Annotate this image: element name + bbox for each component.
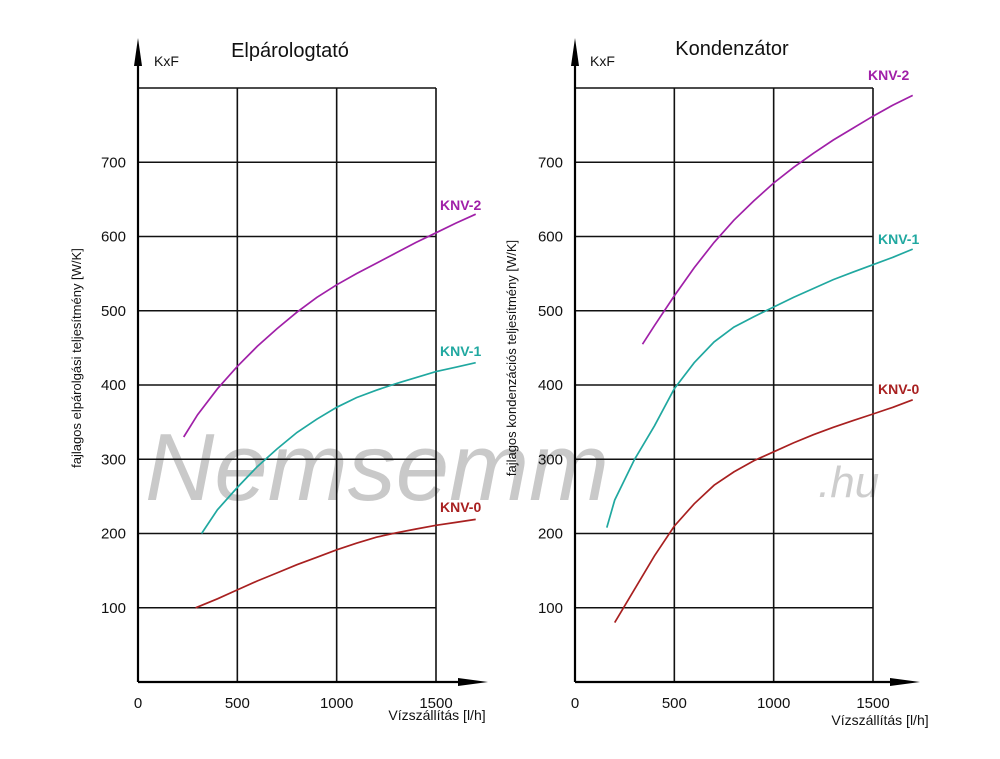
x-axis-arrow — [458, 678, 488, 686]
y-tick-label: 700 — [101, 154, 126, 171]
x-axis-label: Vízszállítás [l/h] — [388, 707, 485, 723]
x-tick-label: 1000 — [757, 695, 790, 712]
y-tick-label: 100 — [538, 600, 563, 617]
series-line-knv-0 — [613, 399, 914, 624]
y-tick-label: 600 — [101, 229, 126, 246]
series-line-knv-2 — [182, 213, 477, 438]
x-tick-label: 1000 — [320, 695, 353, 712]
x-axis-label: Vízszállítás [l/h] — [831, 712, 928, 728]
y-tick-label: 100 — [101, 600, 126, 617]
series-line-knv-2 — [641, 94, 914, 345]
y-axis-label: fajlagos kondenzációs teljesítmény [W/K] — [504, 240, 519, 476]
y-axis-arrow — [571, 38, 579, 66]
y-unit-label: KxF — [590, 53, 615, 69]
series-line-knv-1 — [605, 248, 914, 528]
y-tick-label: 400 — [538, 377, 563, 394]
x-tick-label: 1500 — [856, 695, 889, 712]
x-tick-label: 500 — [225, 695, 250, 712]
series-label-knv-1: KNV-1 — [440, 343, 481, 359]
series-label-knv-2: KNV-2 — [868, 67, 909, 83]
series-line-knv-0 — [195, 518, 476, 609]
watermark-suffix: .hu — [818, 458, 879, 507]
y-tick-label: 600 — [538, 229, 563, 246]
y-tick-label: 700 — [538, 154, 563, 171]
x-tick-label: 500 — [662, 695, 687, 712]
x-axis-arrow — [890, 678, 920, 686]
y-tick-label: 300 — [538, 451, 563, 468]
series-line-knv-1 — [200, 361, 476, 534]
x-tick-label: 1500 — [419, 695, 452, 712]
y-axis-arrow — [134, 38, 142, 66]
y-tick-label: 300 — [101, 451, 126, 468]
series-label-knv-0: KNV-0 — [440, 499, 481, 515]
y-tick-label: 500 — [101, 303, 126, 320]
x-tick-label: 0 — [571, 695, 579, 712]
series-label-knv-1: KNV-1 — [878, 231, 919, 247]
y-tick-label: 400 — [101, 377, 126, 394]
series-label-knv-2: KNV-2 — [440, 197, 481, 213]
chart-title: Elpárologtató — [231, 40, 349, 62]
y-axis-label: fajlagos elpárolgási teljesítmény [W/K] — [69, 248, 84, 468]
x-tick-label: 0 — [134, 695, 142, 712]
series-label-knv-0: KNV-0 — [878, 381, 919, 397]
chart-title: Kondenzátor — [675, 38, 789, 60]
y-tick-label: 500 — [538, 303, 563, 320]
y-unit-label: KxF — [154, 53, 179, 69]
y-tick-label: 200 — [101, 526, 126, 543]
y-tick-label: 200 — [538, 526, 563, 543]
